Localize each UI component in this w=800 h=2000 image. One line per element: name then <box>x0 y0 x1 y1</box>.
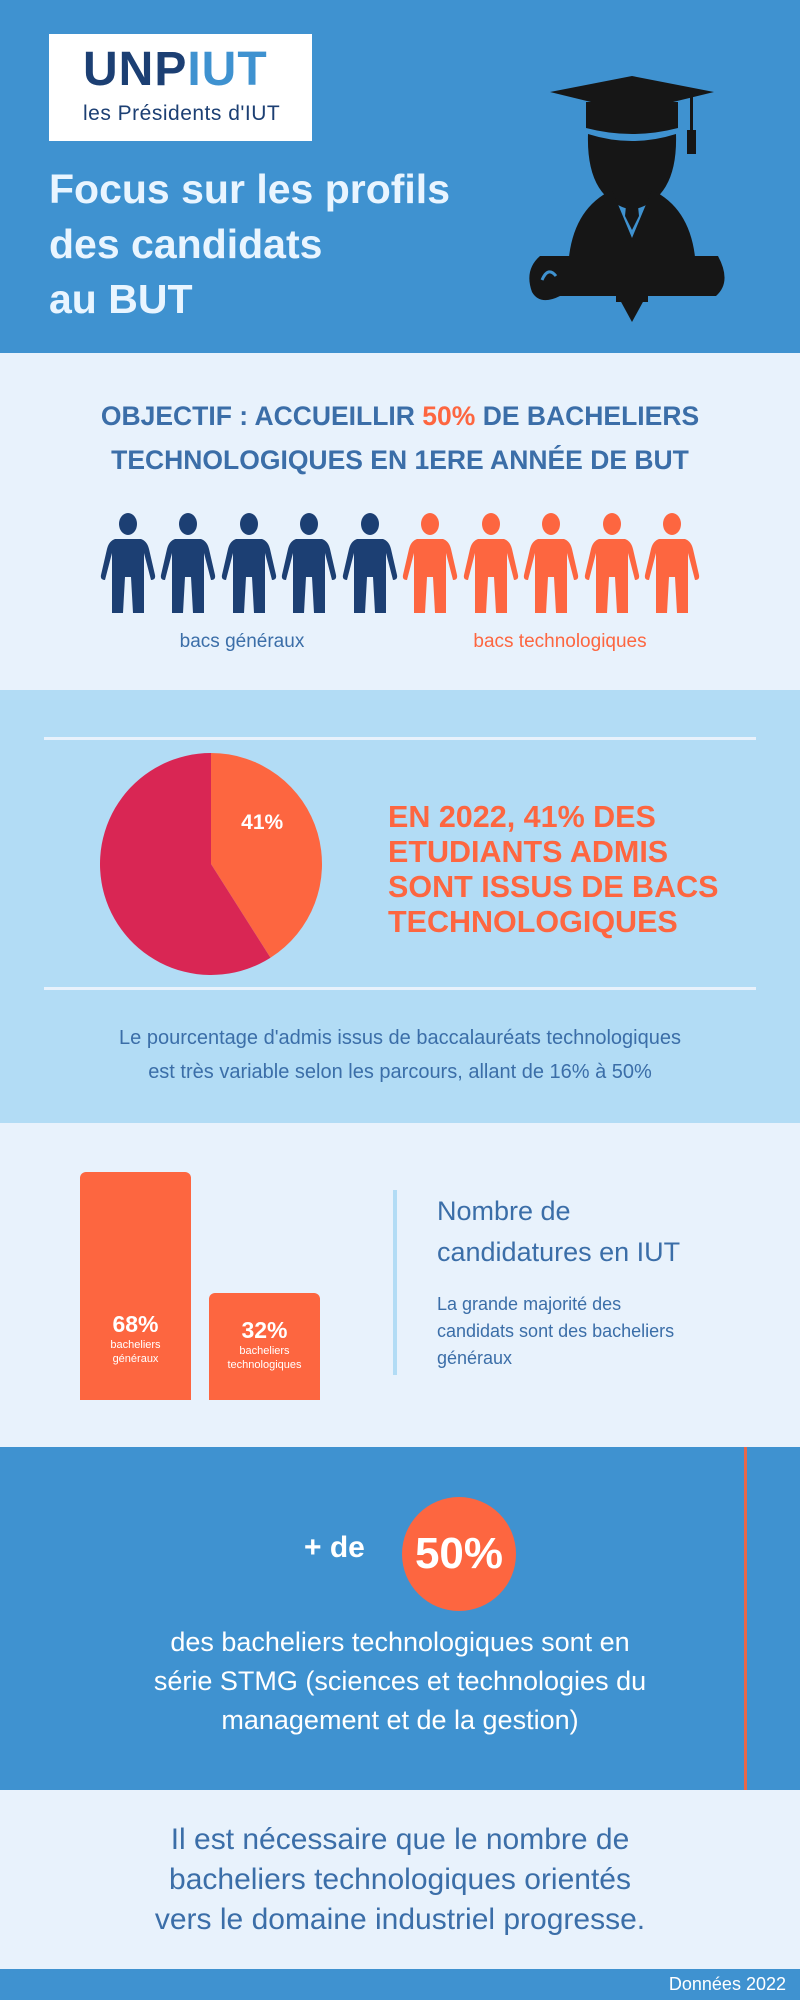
label-general: bacs généraux <box>179 631 305 652</box>
admis-section: 41% EN 2022, 41% DES ETUDIANTS ADMIS SONT … <box>0 690 800 1123</box>
person-icon-general <box>282 513 337 613</box>
bar-category-label: bacheliers technologiques <box>227 1344 302 1371</box>
person-icon-general <box>161 513 216 613</box>
label-techno: bacs technologiques <box>473 631 647 652</box>
person-icon-techno <box>403 513 458 613</box>
admis-headline: EN 2022, 41% DES ETUDIANTS ADMIS SONT ISSU… <box>388 800 719 939</box>
stmg-section: + de 50% des bacheliers technologiques s… <box>0 1447 800 1790</box>
person-icon-general <box>100 513 156 613</box>
bar-value-label: 68% <box>112 1311 159 1337</box>
footer: Données 2022 <box>0 1969 800 2000</box>
graduate-with-diploma-icon <box>529 76 725 322</box>
divider <box>44 987 756 990</box>
pie-slice <box>99 753 271 975</box>
people-row <box>100 513 700 615</box>
pie-label: 41% <box>241 811 283 834</box>
person-icon-techno <box>523 513 579 613</box>
bar-category-label: bacheliers généraux <box>110 1339 161 1365</box>
footer-source: Données 2022 <box>668 1974 786 1994</box>
accent-line <box>744 1447 747 1790</box>
person-icon-general <box>342 513 397 613</box>
divider <box>393 1190 397 1375</box>
logo-text: UNPIUT <box>83 43 268 96</box>
title-line: Focus sur les profils <box>49 166 450 212</box>
divider <box>44 737 756 740</box>
candidatures-section: 68% bacheliers généraux 32% bacheliers techno… <box>0 1123 800 1447</box>
bar: 32% bacheliers technologiques <box>209 1292 320 1400</box>
stmg-prefix: + de <box>304 1531 365 1564</box>
candidatures-body: La grande majorité des candidats sont des… <box>437 1294 675 1368</box>
bar-value-label: 32% <box>241 1316 288 1343</box>
pie-slice <box>211 753 322 958</box>
admis-note: Le pourcentage d'admis issus de baccalau… <box>119 1027 681 1083</box>
title-line: au BUT <box>49 276 193 322</box>
objective-line-2: TECHNOLOGIQUES EN 1ERE ANNÉE DE BUT <box>111 445 689 475</box>
conclusion-section: Il est nécessaire que le nombre de bachel… <box>0 1790 800 1969</box>
page-title: Focus sur les profils des candidats au B… <box>49 162 450 327</box>
unpiut-logo: UNPIUT les Présidents d'IUT <box>49 34 312 141</box>
person-icon-techno <box>463 513 518 613</box>
objective-section: OBJECTIF : ACCUEILLIR 50% DE BACHELIERS … <box>0 353 800 690</box>
person-icon-techno <box>584 513 639 613</box>
bar: 68% bacheliers généraux <box>80 1172 191 1400</box>
objective-highlight: 50% <box>422 401 476 431</box>
pie-chart: 41% <box>99 753 322 975</box>
stmg-text: des bacheliers technologiques sont en sér… <box>153 1627 647 1735</box>
candidatures-title: Nombre de candidatures en IUT <box>437 1196 681 1267</box>
title-line: des candidats <box>49 221 323 267</box>
person-icon-general <box>221 513 277 613</box>
stmg-value-badge: 50% <box>402 1497 516 1611</box>
objective-line-1: OBJECTIF : ACCUEILLIR 50% DE BACHELIERS <box>100 401 700 431</box>
header-section: UNPIUT les Présidents d'IUT Focus sur le… <box>0 0 800 353</box>
conclusion-text: Il est nécessaire que le nombre de bachel… <box>154 1823 646 1936</box>
person-icon-techno <box>644 513 700 613</box>
logo-subtitle: les Présidents d'IUT <box>83 102 281 125</box>
